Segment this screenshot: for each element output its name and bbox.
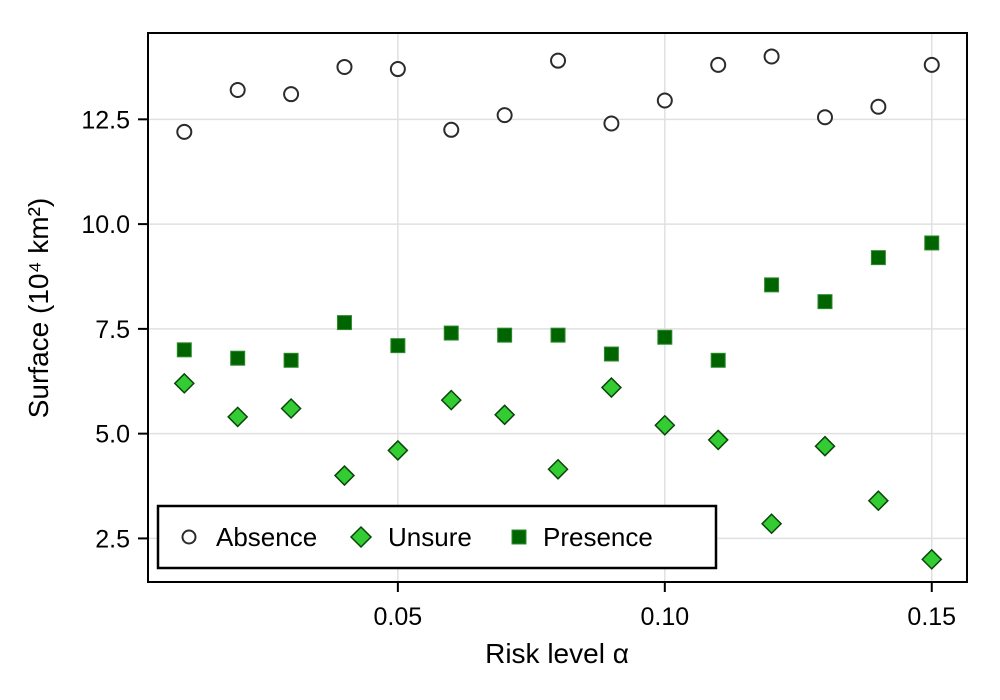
data-point-presence (870, 250, 886, 266)
data-point-unsure (921, 548, 943, 570)
presence-marker-icon (512, 530, 526, 544)
data-point-unsure (333, 464, 356, 487)
presence-marker-outline-icon (511, 529, 527, 545)
data-point-unsure (173, 372, 195, 394)
data-point-unsure (600, 376, 622, 399)
data-point-presence (230, 350, 246, 366)
y-tick-label: 2.5 (95, 525, 130, 553)
y-tick-label: 5.0 (95, 421, 130, 449)
data-point-absence (496, 107, 513, 124)
data-point-presence (657, 329, 673, 345)
data-point-unsure (494, 404, 516, 426)
legend-label-unsure: Unsure (388, 522, 472, 552)
data-point-unsure (867, 490, 889, 512)
y-tick-label: 7.5 (95, 316, 130, 344)
x-tick-label: 0.05 (374, 603, 423, 631)
data-point-presence (924, 235, 940, 251)
data-point-absence (816, 109, 833, 126)
data-point-absence (870, 98, 887, 115)
data-point-unsure (547, 458, 569, 480)
data-point-presence (443, 325, 459, 341)
data-point-presence (710, 352, 726, 368)
data-point-absence (603, 115, 620, 132)
data-point-absence (176, 123, 193, 140)
absence-marker-outline-icon (181, 529, 197, 545)
y-tick-label: 12.5 (81, 106, 130, 134)
data-point-unsure (707, 429, 729, 451)
data-point-presence (283, 352, 299, 368)
unsure-marker-outline-icon (349, 525, 373, 549)
data-point-unsure (761, 513, 783, 535)
absence-marker-icon (182, 530, 196, 544)
data-point-absence (923, 56, 940, 73)
plot-border (147, 32, 968, 583)
data-point-presence (550, 327, 566, 343)
data-point-unsure (280, 397, 302, 420)
data-point-presence (336, 315, 352, 331)
legend-label-presence: Presence (543, 522, 653, 552)
x-axis-label: Risk level α (485, 638, 629, 669)
data-point-absence (336, 58, 353, 75)
data-point-absence (550, 52, 567, 69)
data-points (173, 48, 943, 570)
data-point-unsure (440, 389, 462, 411)
legend-label-absence: Absence (216, 522, 317, 552)
x-tick-label: 0.15 (907, 603, 956, 631)
data-point-absence (710, 56, 727, 73)
legend: Absence Unsure Presence (156, 504, 718, 570)
legend-box (156, 504, 718, 570)
gridlines (148, 33, 967, 582)
data-point-presence (817, 294, 833, 310)
data-point-presence (390, 338, 406, 354)
axis-ticks: 0.05 0.10 0.15 2.5 5.0 7.5 10.0 12.5 (81, 106, 956, 631)
y-tick-label: 10.0 (81, 211, 130, 239)
data-point-unsure (227, 406, 249, 428)
data-point-absence (283, 86, 300, 103)
data-point-unsure (387, 439, 409, 461)
data-point-presence (497, 327, 513, 343)
data-point-absence (763, 48, 780, 65)
data-point-presence (603, 346, 619, 362)
data-point-unsure (654, 414, 676, 436)
x-tick-label: 0.10 (640, 603, 689, 631)
data-point-absence (389, 61, 406, 78)
data-point-absence (443, 121, 460, 138)
data-point-unsure (814, 435, 836, 457)
data-point-absence (229, 81, 246, 98)
data-point-presence (176, 342, 192, 358)
y-axis-label: Surface (10⁴ km²) (23, 198, 54, 419)
data-point-presence (764, 277, 780, 293)
data-point-absence (656, 92, 673, 109)
